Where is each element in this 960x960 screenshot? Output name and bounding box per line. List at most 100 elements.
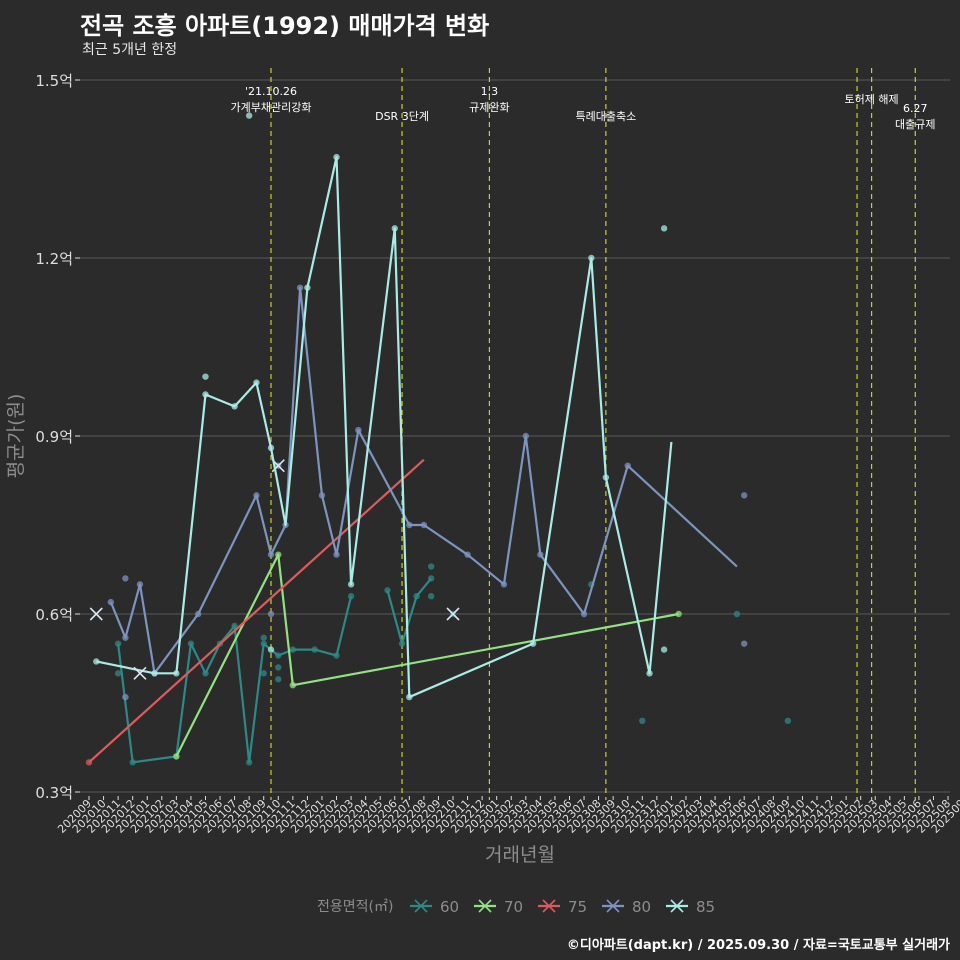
data-point — [129, 759, 136, 766]
data-point — [639, 717, 646, 724]
data-point — [275, 652, 282, 659]
data-point — [202, 670, 209, 677]
grid-layer — [80, 79, 950, 793]
data-point — [114, 670, 122, 677]
data-point — [741, 492, 748, 499]
data-point — [202, 391, 209, 398]
data-point — [427, 575, 435, 582]
data-point — [406, 693, 413, 701]
data-point — [624, 462, 631, 469]
cross-marker — [133, 666, 147, 680]
legend-swatch-cross — [670, 899, 684, 913]
chart-subtitle: 최근 5개년 한정 — [82, 42, 178, 58]
series-70 — [173, 551, 682, 760]
data-point — [267, 551, 275, 558]
data-point — [391, 225, 398, 232]
data-point — [384, 587, 391, 594]
data-point — [580, 610, 588, 618]
y-tick-label: 0.9억 — [35, 428, 73, 446]
data-point — [675, 610, 682, 618]
data-point — [122, 575, 129, 582]
data-point — [85, 759, 93, 766]
series-line-60 — [117, 595, 353, 764]
x-axis-title: 거래년월 — [485, 844, 555, 866]
legend-swatch-cross — [606, 899, 620, 913]
data-point — [420, 521, 428, 529]
legend-label-80: 80 — [632, 898, 651, 916]
data-point — [333, 551, 340, 558]
data-point — [275, 551, 282, 558]
legend-label-70: 70 — [504, 898, 523, 916]
chart-title: 전곡 조흥 아파트(1992) 매매가격 변화 — [80, 12, 490, 40]
event-label: 특례대출축소 — [576, 110, 637, 123]
data-point — [464, 551, 471, 558]
data-point — [588, 254, 595, 262]
legend-layer: 전용면적(㎡) 60 70 75 80 85 — [317, 898, 715, 916]
data-point — [231, 403, 238, 410]
data-point — [529, 640, 537, 647]
data-point — [427, 593, 435, 600]
data-point — [173, 753, 180, 760]
event-label: 토허제 해제 — [845, 92, 899, 106]
data-point — [398, 640, 406, 647]
data-point — [296, 284, 304, 291]
series-75 — [85, 458, 425, 766]
data-point — [741, 640, 748, 647]
data-point — [311, 646, 318, 653]
data-point — [646, 670, 653, 677]
data-point — [253, 492, 260, 499]
data-point — [406, 521, 413, 529]
data-point — [231, 622, 238, 630]
data-point — [260, 670, 267, 677]
data-point — [522, 432, 529, 440]
series-line-85 — [96, 156, 673, 699]
data-point — [602, 474, 610, 481]
legend-label-60: 60 — [440, 898, 459, 916]
data-point — [289, 682, 297, 689]
series-80 — [89, 284, 748, 701]
data-point — [537, 551, 544, 558]
data-point — [202, 373, 209, 380]
data-point — [187, 640, 195, 647]
data-point — [275, 664, 282, 671]
data-point — [173, 670, 180, 677]
event-label: 1.3 — [481, 85, 499, 98]
event-label: 규제완화 — [469, 101, 509, 114]
data-point — [355, 426, 362, 434]
event-label: 6.27 — [903, 102, 928, 115]
y-tick-label: 1.2억 — [35, 250, 73, 268]
data-point — [267, 444, 275, 452]
legend-title: 전용면적(㎡) — [317, 899, 393, 915]
source-caption: ©디아파트(dapt.kr) / 2025.09.30 / 자료=국토교통부 실… — [566, 938, 950, 953]
data-point — [260, 634, 267, 641]
cross-marker — [446, 607, 460, 621]
y-tick-label: 0.3억 — [35, 784, 73, 802]
data-point — [660, 225, 668, 232]
y-tick-label: 1.5억 — [35, 72, 73, 90]
event-label: DSR 3단계 — [375, 110, 429, 123]
data-point — [784, 717, 792, 724]
data-point — [427, 563, 435, 570]
axis-layer: 0.3억0.6억0.9억1.2억1.5억20200920201020201120… — [5, 72, 960, 866]
series-line-80 — [109, 286, 738, 675]
series-layer — [85, 112, 792, 766]
data-point — [333, 153, 340, 161]
data-point — [267, 610, 275, 618]
data-point — [253, 379, 260, 386]
cross-marker — [89, 607, 103, 621]
series-line-60 — [386, 577, 433, 645]
data-point — [333, 652, 340, 659]
legend-swatch-cross — [414, 899, 428, 913]
series-line-75 — [88, 458, 425, 764]
data-point — [289, 646, 297, 653]
event-label: 대출규제 — [895, 118, 935, 131]
data-point — [267, 646, 275, 653]
data-point — [304, 284, 311, 291]
event-label: '21.10.26 — [245, 85, 297, 98]
data-point — [733, 610, 741, 618]
data-point — [318, 492, 326, 499]
data-point — [500, 581, 508, 588]
data-point — [114, 640, 122, 647]
